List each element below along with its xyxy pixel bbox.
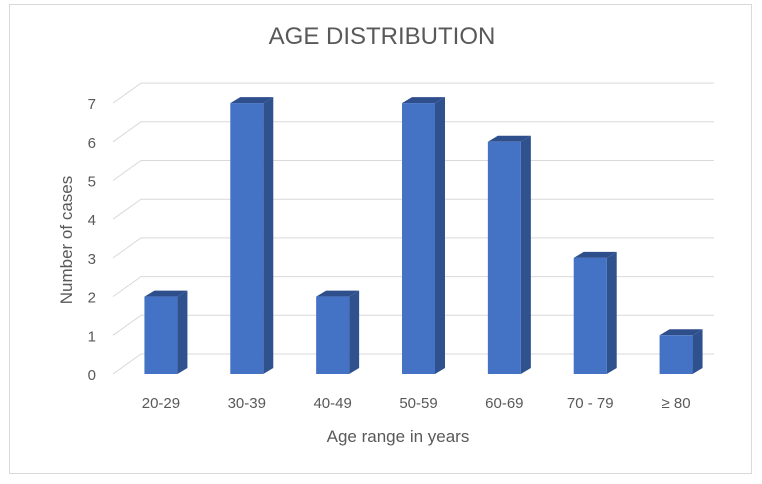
x-tick-label: 40-49 — [313, 395, 351, 412]
y-tick-label: 7 — [88, 96, 96, 113]
y-tick-label: 0 — [88, 367, 96, 384]
y-tick-label: 3 — [88, 251, 96, 268]
y-tick-label: 6 — [88, 135, 96, 152]
y-tick-label: 2 — [88, 290, 96, 307]
chart-title: AGE DISTRIBUTION — [269, 23, 496, 50]
y-axis-ticks: 0 1 2 3 4 5 6 7 — [88, 96, 96, 384]
x-axis-label: Age range in years — [327, 427, 470, 446]
bar — [659, 329, 703, 374]
bar — [316, 290, 360, 374]
bar — [144, 290, 188, 374]
x-tick-label: ≥ 80 — [662, 395, 691, 412]
chart-frame — [9, 4, 752, 474]
y-tick-label: 4 — [88, 212, 96, 229]
bar — [402, 97, 445, 374]
y-tick-label: 5 — [88, 174, 96, 191]
x-tick-label: 70 - 79 — [567, 395, 614, 412]
gridline — [112, 82, 714, 104]
x-tick-label: 30-39 — [228, 395, 266, 412]
x-tick-label: 50-59 — [399, 395, 437, 412]
bar — [487, 135, 531, 374]
x-axis-ticks: 20-29 30-39 40-49 50-59 60-69 70 - 79 ≥ 80 — [142, 395, 691, 412]
bars — [144, 97, 703, 374]
x-tick-label: 20-29 — [142, 395, 180, 412]
bar — [573, 251, 617, 374]
y-tick-label: 1 — [88, 328, 96, 345]
x-tick-label: 60-69 — [485, 395, 523, 412]
y-axis-label: Number of cases — [57, 176, 76, 305]
gridline — [112, 121, 714, 143]
bar — [230, 97, 274, 374]
